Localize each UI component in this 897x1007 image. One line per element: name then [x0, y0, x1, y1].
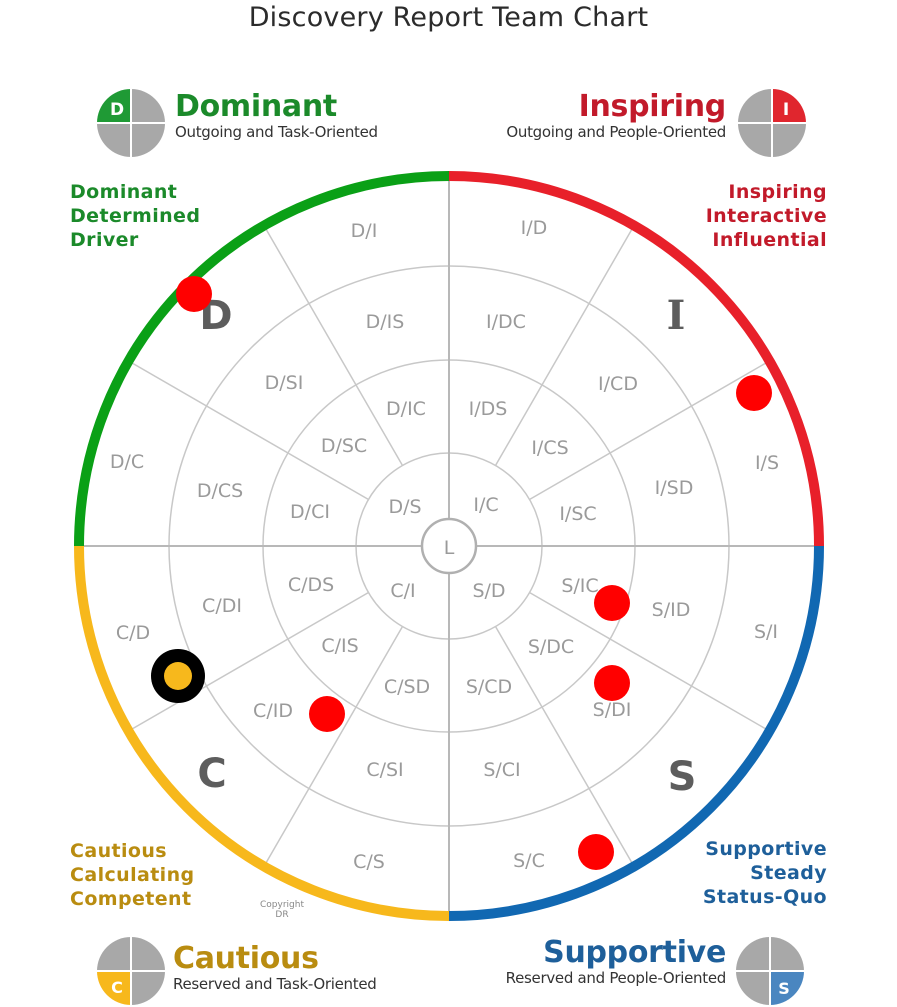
- trait: Steady: [750, 862, 827, 884]
- segment-label: S/I: [754, 621, 778, 643]
- segment-label: C/S: [353, 851, 385, 873]
- team-member-marker: [736, 375, 772, 411]
- supportive-quadrant-icon: S: [736, 937, 804, 1005]
- segment-label: S/C: [513, 850, 545, 872]
- inspiring-subtitle: Outgoing and People-Oriented: [506, 123, 726, 141]
- team-member-marker: [309, 696, 345, 732]
- segment-label: S/D: [472, 580, 505, 602]
- segment-label: S/CD: [466, 676, 512, 698]
- team-member-marker: [176, 276, 212, 312]
- segment-label: S/DI: [593, 699, 632, 721]
- segment-label: D/CI: [290, 501, 330, 523]
- team-member-marker: [594, 585, 630, 621]
- big-letter-i: I: [667, 292, 686, 339]
- dominant-title: Dominant: [175, 89, 337, 124]
- segment-label: I/CS: [531, 437, 568, 459]
- chart-title: Discovery Report Team Chart: [248, 2, 649, 33]
- segment-label: C/D: [116, 622, 150, 644]
- trait: Competent: [70, 888, 192, 910]
- segment-label: C/SI: [366, 759, 403, 781]
- center-circle: [420, 517, 478, 575]
- segment-label: I/DC: [486, 311, 526, 333]
- segment-label: I/S: [755, 452, 779, 474]
- segment-label: I/CD: [598, 373, 638, 395]
- trait: Influential: [712, 229, 827, 251]
- dominant-traits: Dominant Determined Driver: [70, 180, 200, 252]
- segment-label: I/D: [521, 217, 548, 239]
- trait: Dominant: [70, 181, 178, 203]
- segment-labels: D/I D/IS D/SI D/C D/CS D/IC D/SC D/CI D/…: [110, 217, 779, 873]
- segment-label: D/C: [110, 451, 144, 473]
- big-letter-c: C: [197, 751, 226, 797]
- arc-inspiring: [448, 171, 824, 547]
- segment-label: C/SD: [384, 676, 430, 698]
- segment-label: C/I: [390, 580, 415, 602]
- segment-label: I/C: [473, 494, 498, 516]
- segment-label: D/SI: [265, 372, 304, 394]
- segment-label: D/I: [351, 220, 378, 242]
- trait: Driver: [70, 229, 139, 251]
- trait: Interactive: [705, 205, 827, 227]
- segment-label: C/DI: [202, 595, 242, 617]
- team-markers: [151, 276, 772, 870]
- inspiring-traits: Inspiring Interactive Influential: [706, 180, 827, 252]
- segment-label: S/IC: [561, 575, 598, 597]
- arc-supportive: [448, 545, 824, 921]
- segment-label: D/SC: [321, 435, 367, 457]
- arc-cautious: [74, 545, 450, 921]
- segment-label: I/SC: [559, 503, 596, 525]
- trait: Inspiring: [728, 181, 827, 203]
- segment-label: D/IC: [386, 398, 426, 420]
- trait: Determined: [70, 205, 201, 227]
- segment-label: D/CS: [197, 480, 243, 502]
- inspiring-title: Inspiring: [578, 89, 727, 124]
- big-letter-s: S: [668, 754, 697, 800]
- segment-label: D/IS: [366, 311, 405, 333]
- spokes: [128, 225, 770, 867]
- segment-label: I/SD: [655, 477, 694, 499]
- copyright-owner: DR: [275, 910, 289, 920]
- team-member-marker: [578, 834, 614, 870]
- svg-text:D: D: [110, 100, 124, 120]
- cautious-quadrant-icon: C: [97, 937, 165, 1005]
- segment-label: S/DC: [528, 636, 574, 658]
- cautious-title: Cautious: [173, 941, 319, 976]
- trait: Supportive: [705, 838, 827, 860]
- svg-text:I: I: [783, 100, 789, 120]
- leader-marker-fill: [164, 662, 192, 690]
- copyright-line: Copyright: [260, 900, 304, 910]
- copyright-note: Copyright DR: [252, 900, 312, 920]
- supportive-traits: Supportive Steady Status-Quo: [703, 837, 827, 909]
- inspiring-quadrant-icon: I: [738, 89, 806, 157]
- team-member-marker: [594, 665, 630, 701]
- segment-label: C/IS: [321, 635, 358, 657]
- svg-text:C: C: [111, 978, 123, 997]
- segment-label: S/ID: [652, 599, 691, 621]
- dominant-quadrant-icon: D: [97, 89, 165, 157]
- supportive-title: Supportive: [543, 935, 726, 970]
- center-label: L: [444, 537, 455, 559]
- supportive-subtitle: Reserved and People-Oriented: [505, 969, 727, 987]
- trait: Cautious: [70, 840, 167, 862]
- segment-label: I/DS: [469, 398, 508, 420]
- segment-label: C/DS: [288, 574, 334, 596]
- segment-label: S/CI: [483, 759, 520, 781]
- trait: Calculating: [70, 864, 195, 886]
- dominant-subtitle: Outgoing and Task-Oriented: [175, 123, 378, 141]
- segment-label: D/S: [388, 496, 421, 518]
- segment-label: C/ID: [253, 700, 293, 722]
- axes: [79, 176, 819, 916]
- cautious-subtitle: Reserved and Task-Oriented: [173, 975, 377, 993]
- cautious-traits: Cautious Calculating Competent: [70, 839, 195, 911]
- svg-text:S: S: [778, 979, 790, 998]
- trait: Status-Quo: [702, 886, 827, 908]
